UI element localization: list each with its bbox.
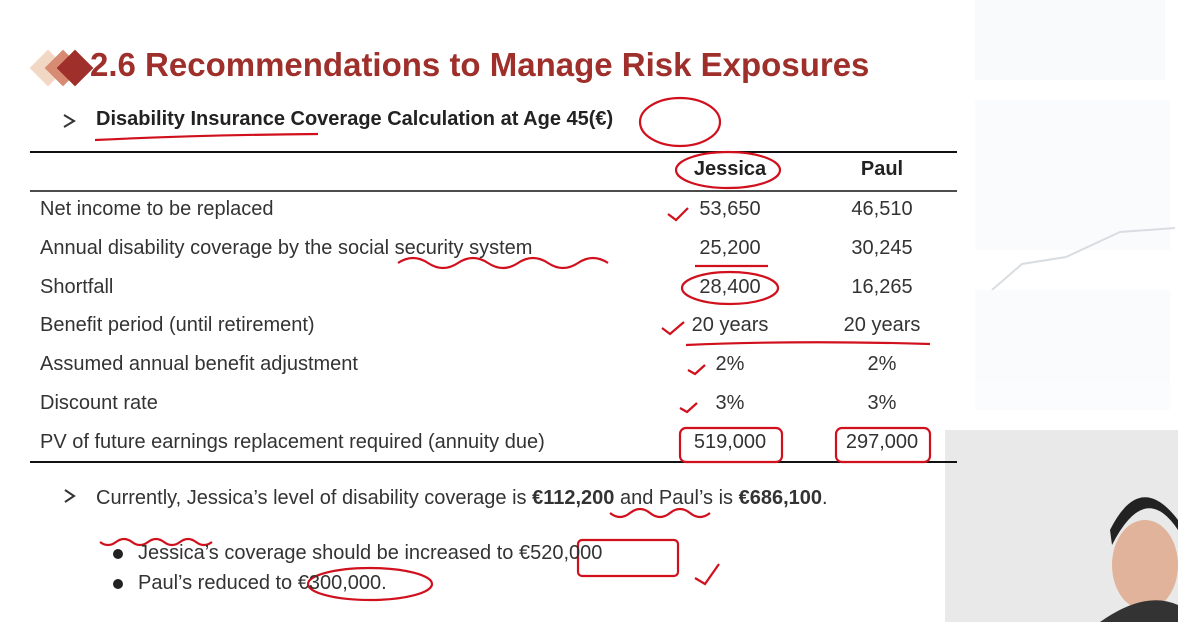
column-header: Jessica bbox=[693, 158, 767, 180]
bullet-text: Currently, Jessica’s level of disability… bbox=[96, 487, 533, 509]
cell: 46,510 bbox=[851, 198, 913, 220]
slide-title: 2.6 Recommendations to Manage Risk Expos… bbox=[90, 46, 870, 83]
column-header: Paul bbox=[860, 158, 904, 180]
bullet-text: €112,200 bbox=[532, 487, 615, 509]
cell: 16,265 bbox=[851, 275, 913, 298]
row-label: PV of future earnings replacement requir… bbox=[40, 430, 545, 453]
sub-bullet: Paul’s reduced to €300,000. bbox=[138, 572, 387, 594]
cell: 53,650 bbox=[699, 198, 761, 220]
presenter bbox=[1112, 520, 1178, 610]
row-label: Assumed annual benefit adjustment bbox=[40, 353, 358, 376]
bullet-text: . bbox=[822, 487, 828, 509]
row-label: Discount rate bbox=[40, 392, 158, 414]
cell: 519,000 bbox=[693, 430, 767, 453]
cell: 297,000 bbox=[845, 430, 919, 453]
row-label: Benefit period (until retirement) bbox=[40, 314, 315, 337]
cell: 3% bbox=[867, 392, 897, 414]
bullet: Currently, Jessica’s level of disability… bbox=[96, 484, 856, 513]
bullet-text: €686,100 bbox=[738, 487, 823, 509]
cell: 2% bbox=[867, 353, 897, 376]
cell: 30,245 bbox=[851, 236, 913, 259]
cell: 20 years bbox=[843, 314, 921, 337]
subtitle: Disability Insurance Coverage Calculatio… bbox=[96, 108, 614, 130]
bullet-text: and Paul’s is bbox=[614, 487, 739, 509]
logo-diamonds bbox=[29, 49, 94, 87]
cell: 3% bbox=[715, 392, 745, 414]
sub-bullet: Jessica’s coverage should be increased t… bbox=[138, 542, 603, 564]
cell: 28,400 bbox=[699, 275, 761, 298]
cell: 25,200 bbox=[699, 236, 761, 259]
row-label: Annual disability coverage by the social… bbox=[40, 236, 533, 259]
row-label: Net income to be replaced bbox=[40, 198, 274, 220]
background-figure bbox=[975, 0, 1176, 410]
cell: 20 years bbox=[691, 314, 769, 337]
annotations bbox=[94, 96, 932, 602]
row-label: Shortfall bbox=[40, 275, 114, 298]
cell: 2% bbox=[715, 353, 745, 376]
